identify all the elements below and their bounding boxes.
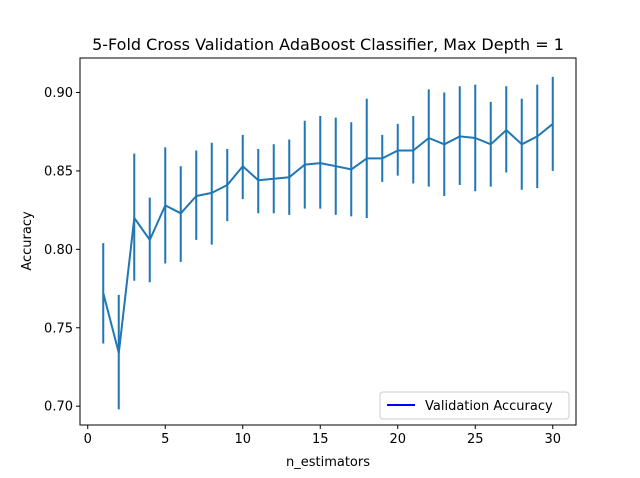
- x-tick-label: 15: [312, 432, 329, 447]
- plot-area: [80, 58, 576, 425]
- x-axis-ticks: 0 5 10 15 20 25 30: [84, 425, 561, 447]
- y-tick-label: 0.70: [44, 400, 73, 415]
- y-axis-label: Accuracy: [20, 211, 35, 271]
- x-tick-label: 0: [84, 432, 92, 447]
- legend: Validation Accuracy: [379, 391, 570, 420]
- plot-frame: [79, 57, 577, 426]
- x-tick-label: 20: [389, 432, 406, 447]
- y-tick-label: 0.90: [44, 86, 73, 101]
- legend-label: Validation Accuracy: [425, 399, 553, 414]
- x-tick-label: 30: [544, 432, 561, 447]
- y-tick-label: 0.80: [44, 243, 73, 258]
- x-tick-label: 10: [234, 432, 251, 447]
- series-line-validation-accuracy: [102, 123, 554, 354]
- x-tick-label: 5: [161, 432, 169, 447]
- x-axis-label: n_estimators: [286, 455, 370, 470]
- y-axis-ticks: 0.70 0.75 0.80 0.85 0.90: [44, 86, 80, 415]
- y-tick-label: 0.85: [44, 164, 73, 179]
- chart-title: 5-Fold Cross Validation AdaBoost Classif…: [92, 35, 564, 54]
- x-tick-label: 25: [467, 432, 484, 447]
- y-tick-label: 0.75: [44, 321, 73, 336]
- legend-box: [379, 391, 570, 420]
